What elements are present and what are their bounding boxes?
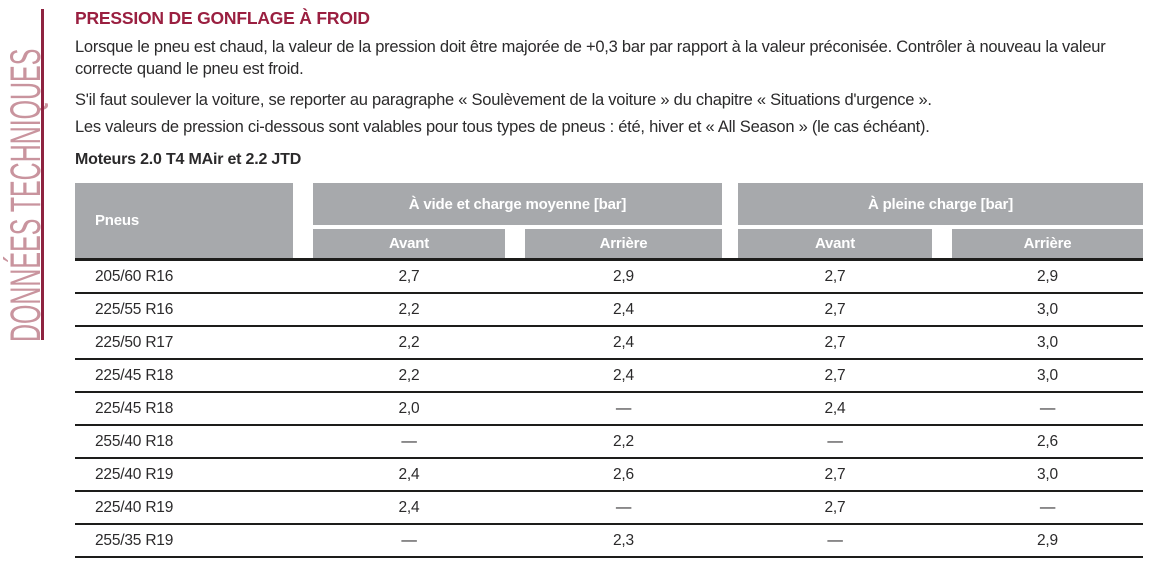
cell-vide-arriere: 2,4 xyxy=(613,333,634,351)
cell-pleine-avant: 2,7 xyxy=(824,498,846,516)
cell-vide-arriere: 2,4 xyxy=(613,366,634,384)
sidebar-rule xyxy=(41,9,44,340)
cell-pleine-avant: 2,7 xyxy=(824,366,846,384)
cell-pleine-arriere: 2,9 xyxy=(1037,531,1058,549)
tire-pressure-table: Pneus À vide et charge moyenne [bar] À p… xyxy=(75,183,1143,558)
cell-pleine-avant: — xyxy=(827,531,843,549)
cell-pneus: 225/55 R16 xyxy=(95,300,174,318)
cell-vide-arriere: 2,2 xyxy=(613,432,634,450)
cell-pleine-arriere: — xyxy=(1039,399,1056,417)
table-header: Pneus À vide et charge moyenne [bar] À p… xyxy=(75,183,1143,258)
cell-vide-avant: 2,7 xyxy=(398,267,420,285)
cell-vide-arriere: — xyxy=(615,498,632,516)
table-row: 225/40 R19 2,4 2,6 2,7 3,0 xyxy=(75,459,1143,492)
page-content: PRESSION DE GONFLAGE À FROID Lorsque le … xyxy=(75,8,1165,558)
cell-vide-avant: 2,2 xyxy=(398,366,420,384)
cell-pleine-arriere: — xyxy=(1039,498,1056,516)
paragraph-tire-types: Les valeurs de pression ci-dessous sont … xyxy=(75,118,930,136)
header-pneus: Pneus xyxy=(75,183,293,258)
cell-pleine-avant: 2,7 xyxy=(824,300,846,318)
table-row: 225/45 R18 2,2 2,4 2,7 3,0 xyxy=(75,360,1143,393)
cell-pleine-avant: 2,7 xyxy=(824,267,846,285)
cell-pneus: 255/40 R18 xyxy=(95,432,174,450)
cell-pneus: 225/40 R19 xyxy=(95,465,174,483)
header-vide-avant: Avant xyxy=(313,229,505,258)
cell-pleine-arriere: 3,0 xyxy=(1037,366,1058,384)
header-pleine-avant: Avant xyxy=(738,229,932,258)
paragraph-lifting: S'il faut soulever la voiture, se report… xyxy=(75,91,932,109)
cell-pleine-avant: 2,7 xyxy=(824,333,846,351)
table-row: 225/55 R16 2,2 2,4 2,7 3,0 xyxy=(75,294,1143,327)
cell-vide-avant: — xyxy=(401,432,417,450)
table-row: 255/35 R19 — 2,3 — 2,9 xyxy=(75,525,1143,558)
cell-pleine-arriere: 3,0 xyxy=(1037,300,1058,318)
header-group-pleine: À pleine charge [bar] xyxy=(738,183,1143,225)
chapter-sidebar-label: DONNÉES TECHNIQUES xyxy=(2,48,50,342)
cell-pleine-arriere: 3,0 xyxy=(1037,465,1058,483)
cell-pleine-arriere: 2,9 xyxy=(1037,267,1058,285)
header-vide-arriere: Arrière xyxy=(525,229,722,258)
cell-vide-avant: 2,2 xyxy=(398,333,420,351)
cell-vide-avant: 2,4 xyxy=(398,498,420,516)
cell-vide-avant: 2,4 xyxy=(398,465,420,483)
cell-pneus: 225/40 R19 xyxy=(95,498,174,516)
cell-pleine-arriere: 3,0 xyxy=(1037,333,1058,351)
cell-pneus: 225/45 R18 xyxy=(95,366,174,384)
cell-pleine-avant: 2,7 xyxy=(824,465,846,483)
cell-pneus: 205/60 R16 xyxy=(95,267,174,285)
header-pleine-arriere: Arrière xyxy=(952,229,1143,258)
cell-pneus: 225/45 R18 xyxy=(95,399,174,417)
engines-subtitle: Moteurs 2.0 T4 MAir et 2.2 JTD xyxy=(75,151,302,168)
cell-pleine-avant: — xyxy=(827,432,843,450)
cell-pleine-avant: 2,4 xyxy=(824,399,846,417)
table-row: 225/40 R19 2,4 — 2,7 — xyxy=(75,492,1143,525)
cell-vide-avant: 2,2 xyxy=(398,300,420,318)
cell-vide-arriere: 2,4 xyxy=(613,300,634,318)
header-group-vide: À vide et charge moyenne [bar] xyxy=(313,183,722,225)
table-row: 255/40 R18 — 2,2 — 2,6 xyxy=(75,426,1143,459)
cell-pneus: 255/35 R19 xyxy=(95,531,174,549)
cell-vide-avant: — xyxy=(401,531,417,549)
cell-pleine-arriere: 2,6 xyxy=(1037,432,1058,450)
cell-vide-arriere: 2,6 xyxy=(613,465,634,483)
cell-vide-arriere: 2,3 xyxy=(613,531,634,549)
table-row: 225/45 R18 2,0 — 2,4 — xyxy=(75,393,1143,426)
cell-vide-arriere: 2,9 xyxy=(613,267,634,285)
table-row: 225/50 R17 2,2 2,4 2,7 3,0 xyxy=(75,327,1143,360)
cell-vide-avant: 2,0 xyxy=(398,399,420,417)
table-body: 205/60 R16 2,7 2,9 2,7 2,9 225/55 R16 2,… xyxy=(75,258,1143,558)
paragraph-warm-tire: Lorsque le pneu est chaud, la valeur de … xyxy=(75,38,1106,78)
page-title: PRESSION DE GONFLAGE À FROID xyxy=(75,8,370,28)
cell-pneus: 225/50 R17 xyxy=(95,333,174,351)
cell-vide-arriere: — xyxy=(615,399,632,417)
table-row: 205/60 R16 2,7 2,9 2,7 2,9 xyxy=(75,261,1143,294)
